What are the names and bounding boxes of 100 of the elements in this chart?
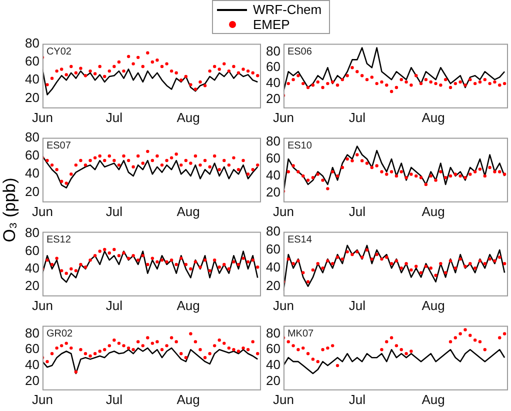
- point: [146, 262, 150, 266]
- point: [170, 258, 174, 262]
- point: [326, 82, 330, 86]
- y-tick-label: 40: [266, 260, 280, 275]
- point: [311, 358, 315, 361]
- point: [122, 69, 126, 73]
- point: [350, 252, 354, 256]
- x-tick-label: Aug: [422, 204, 445, 219]
- y-tick-label: 60: [24, 341, 40, 356]
- point: [184, 74, 188, 78]
- point: [326, 346, 330, 350]
- point: [370, 166, 374, 170]
- point: [316, 80, 320, 84]
- point: [93, 156, 97, 160]
- x-tick-label: Jul: [348, 204, 366, 219]
- point: [103, 248, 106, 252]
- point: [50, 163, 54, 167]
- point: [212, 344, 216, 348]
- point: [122, 251, 126, 255]
- point: [174, 262, 178, 266]
- y-tick-label: 20: [266, 91, 280, 106]
- point: [400, 348, 403, 352]
- point: [488, 82, 492, 86]
- x-tick-label: Aug: [176, 298, 200, 313]
- point: [256, 266, 260, 269]
- point: [93, 352, 97, 356]
- point: [70, 346, 73, 350]
- x-tick-label: Jun: [32, 110, 53, 125]
- point: [473, 170, 477, 174]
- point: [189, 332, 192, 336]
- point: [141, 254, 144, 258]
- point: [414, 264, 418, 268]
- point: [444, 176, 448, 180]
- point: [156, 154, 159, 158]
- point: [60, 344, 64, 348]
- chart-title: CY02: [46, 46, 72, 58]
- point: [390, 336, 394, 340]
- chart-title: GR02: [46, 328, 74, 340]
- point: [365, 248, 369, 252]
- x-tick-label: Aug: [422, 392, 445, 407]
- point: [493, 170, 496, 174]
- point: [150, 342, 154, 345]
- y-tick-label: 80: [266, 223, 280, 238]
- x-tick-label: Aug: [176, 392, 200, 407]
- point: [227, 346, 231, 350]
- point: [98, 250, 102, 253]
- point: [454, 172, 458, 176]
- point: [93, 254, 97, 258]
- point: [306, 280, 310, 284]
- x-tick-label: Jun: [272, 204, 294, 219]
- point: [236, 71, 240, 74]
- point: [350, 159, 354, 162]
- point: [311, 176, 315, 180]
- point: [79, 348, 82, 352]
- x-tick-label: Jul: [106, 110, 123, 125]
- y-tick-label: 60: [266, 150, 280, 166]
- point: [246, 69, 250, 73]
- point: [160, 258, 164, 262]
- point: [483, 262, 486, 266]
- point: [112, 338, 116, 342]
- point: [498, 170, 502, 174]
- point: [218, 68, 221, 71]
- point: [321, 86, 324, 90]
- point: [302, 271, 305, 274]
- point: [424, 78, 428, 82]
- point: [46, 360, 49, 364]
- legend-label: WRF-Chem: [253, 2, 322, 17]
- point: [448, 259, 452, 262]
- y-tick-label: 40: [24, 260, 40, 276]
- point: [170, 69, 174, 73]
- point: [212, 154, 216, 158]
- point: [448, 174, 452, 178]
- point: [483, 348, 486, 352]
- point: [448, 86, 452, 90]
- point: [55, 256, 58, 260]
- chart-title: ES12: [46, 234, 72, 246]
- point: [404, 352, 408, 356]
- point: [189, 83, 192, 86]
- point: [365, 162, 369, 165]
- point: [46, 258, 49, 262]
- point: [251, 258, 254, 262]
- point: [84, 163, 88, 167]
- point: [108, 154, 111, 158]
- point: [419, 271, 423, 274]
- point: [394, 259, 398, 262]
- point: [473, 338, 477, 342]
- point: [218, 338, 221, 342]
- point: [103, 348, 106, 352]
- x-tick-label: Jul: [106, 392, 123, 407]
- point: [136, 340, 140, 344]
- point: [380, 80, 384, 84]
- point: [454, 82, 458, 86]
- y-tick-label: 60: [266, 341, 280, 356]
- point: [180, 256, 183, 260]
- point: [146, 336, 150, 340]
- point: [126, 54, 130, 58]
- point: [478, 259, 482, 262]
- y-tick-label: 20: [266, 184, 280, 200]
- x-tick-label: Aug: [176, 110, 200, 125]
- point: [194, 260, 198, 264]
